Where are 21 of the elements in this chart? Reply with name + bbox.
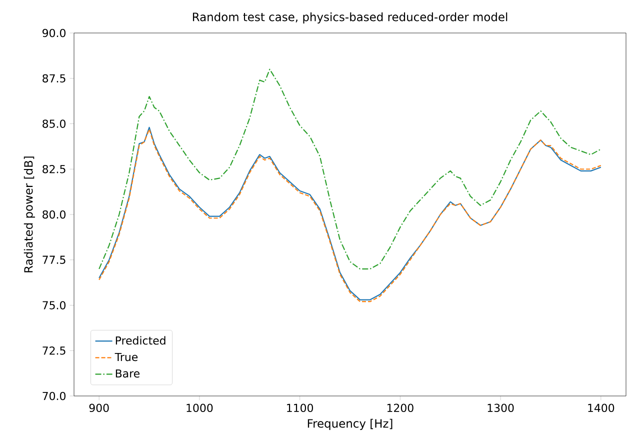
y-tick-label: 75.0 <box>42 301 66 310</box>
x-tick-label: 1300 <box>488 404 514 412</box>
y-tick-label: 87.5 <box>42 74 66 83</box>
legend-label: Predicted <box>116 336 166 345</box>
x-tick-label: 1100 <box>287 404 314 412</box>
x-tick-label: 1400 <box>588 404 614 412</box>
y-tick-label: 72.5 <box>42 346 66 355</box>
y-tick-label: 90.0 <box>42 28 66 38</box>
x-tick-label: 1000 <box>186 404 213 412</box>
y-tick-label: 70.0 <box>42 392 66 400</box>
y-tick-label: 80.0 <box>42 210 66 219</box>
x-tick-label: 900 <box>89 404 109 412</box>
x-tick-label: 1200 <box>387 404 414 412</box>
x-axis-title: Frequency [Hz] <box>308 418 392 430</box>
chart-title: Random test case, physics-based reduced-order model <box>192 12 508 24</box>
y-axis-title: Radiated power [dB] <box>24 156 35 272</box>
legend-label: True <box>114 352 138 362</box>
y-tick-label: 82.5 <box>42 164 66 174</box>
legend-label: Bare <box>116 369 140 378</box>
y-tick-label: 85.0 <box>42 120 66 128</box>
y-tick-label: 77.5 <box>42 256 66 264</box>
